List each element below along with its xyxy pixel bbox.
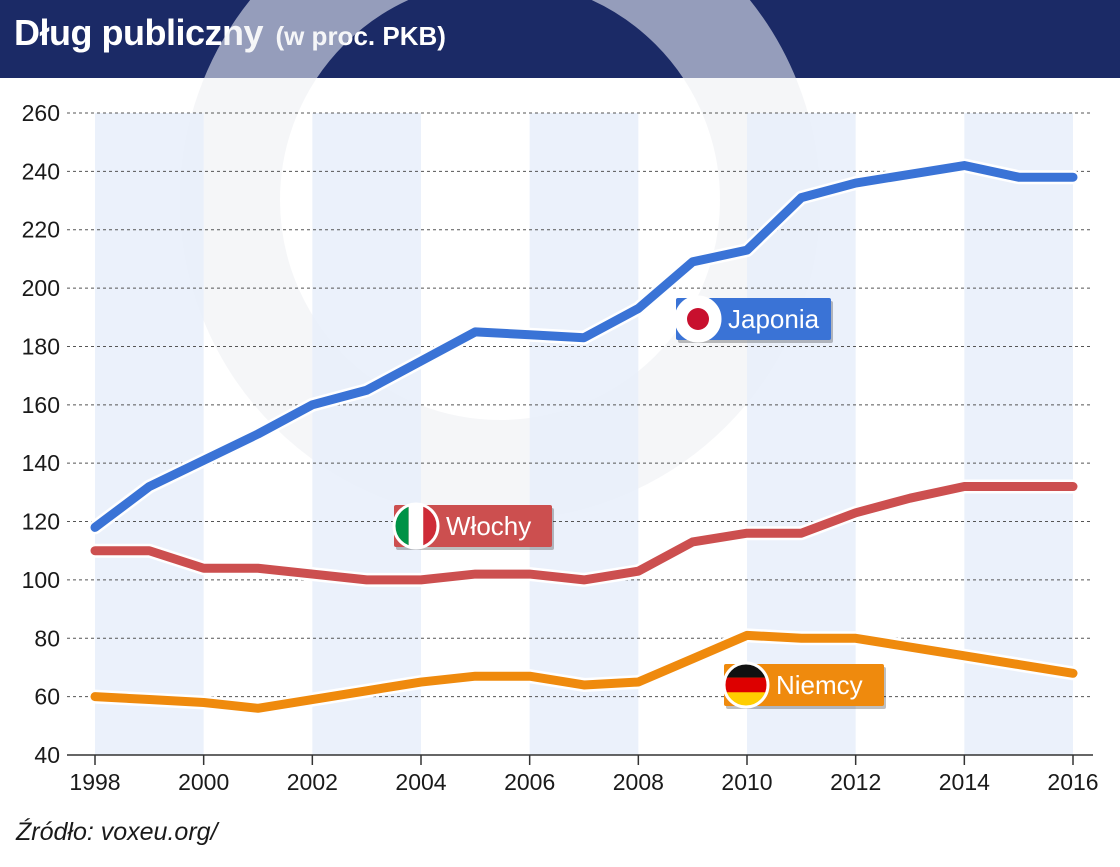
y-tick-label: 260 [22, 100, 60, 126]
y-tick-label: 120 [22, 509, 60, 535]
year-band [529, 113, 639, 755]
flag-white [408, 504, 424, 548]
year-band [964, 113, 1073, 755]
y-tick-label: 160 [22, 392, 60, 418]
y-tick-label: 60 [34, 684, 60, 710]
year-band [747, 113, 856, 755]
x-tick-label: 2012 [830, 769, 881, 795]
x-tick-label: 2006 [504, 769, 555, 795]
flag-ring [674, 295, 722, 343]
x-tick-label: 2010 [721, 769, 772, 795]
series-line [90, 161, 1078, 532]
series-line [90, 630, 1078, 713]
y-tick-label: 220 [22, 217, 60, 243]
series-label-text: Japonia [728, 304, 820, 334]
x-tick-label: 2008 [613, 769, 664, 795]
y-tick-label: 200 [22, 275, 60, 301]
x-tick-label: 2014 [939, 769, 990, 795]
x-tick-label: 2016 [1047, 769, 1098, 795]
y-tick-label: 240 [22, 158, 60, 184]
series-japonia [88, 158, 1080, 535]
y-tick-label: 140 [22, 450, 60, 476]
italy-flag-icon [392, 502, 440, 550]
x-tick-label: 2004 [395, 769, 446, 795]
y-tick-label: 100 [22, 567, 60, 593]
year-band [312, 113, 421, 755]
series-line [90, 482, 1078, 585]
germany-flag-icon [722, 661, 770, 709]
series-włochy [88, 479, 1080, 587]
x-tick-label: 1998 [69, 769, 120, 795]
series-label-włochy: Włochy [392, 502, 554, 550]
x-tick-label: 2002 [287, 769, 338, 795]
y-tick-label: 180 [22, 333, 60, 359]
flag-ring [392, 502, 440, 550]
flag-red [724, 677, 768, 693]
year-band [95, 113, 204, 755]
series-label-niemcy: Niemcy [722, 661, 886, 709]
flag-disc [687, 308, 709, 330]
series-label-japonia: Japonia [674, 295, 833, 343]
series-label-text: Niemcy [776, 670, 863, 700]
header-bar: Dług publiczny (w proc. PKB) [0, 0, 1120, 78]
series-label-text: Włochy [446, 511, 531, 541]
source-note: Źródło: voxeu.org/ [16, 818, 218, 846]
japan-flag-icon [674, 295, 722, 343]
flag-ring [722, 661, 770, 709]
series-niemcy [88, 628, 1080, 716]
x-tick-label: 2000 [178, 769, 229, 795]
y-tick-label: 40 [34, 742, 60, 768]
y-tick-label: 80 [34, 625, 60, 651]
